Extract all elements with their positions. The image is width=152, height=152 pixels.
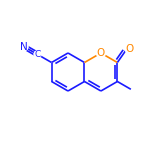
- Circle shape: [96, 48, 105, 57]
- Circle shape: [125, 45, 134, 54]
- Circle shape: [34, 51, 41, 58]
- Text: O: O: [126, 44, 134, 54]
- Text: N: N: [20, 42, 28, 52]
- Text: O: O: [97, 48, 105, 58]
- Text: O: O: [126, 44, 134, 54]
- Circle shape: [20, 43, 28, 51]
- Text: C: C: [35, 50, 41, 59]
